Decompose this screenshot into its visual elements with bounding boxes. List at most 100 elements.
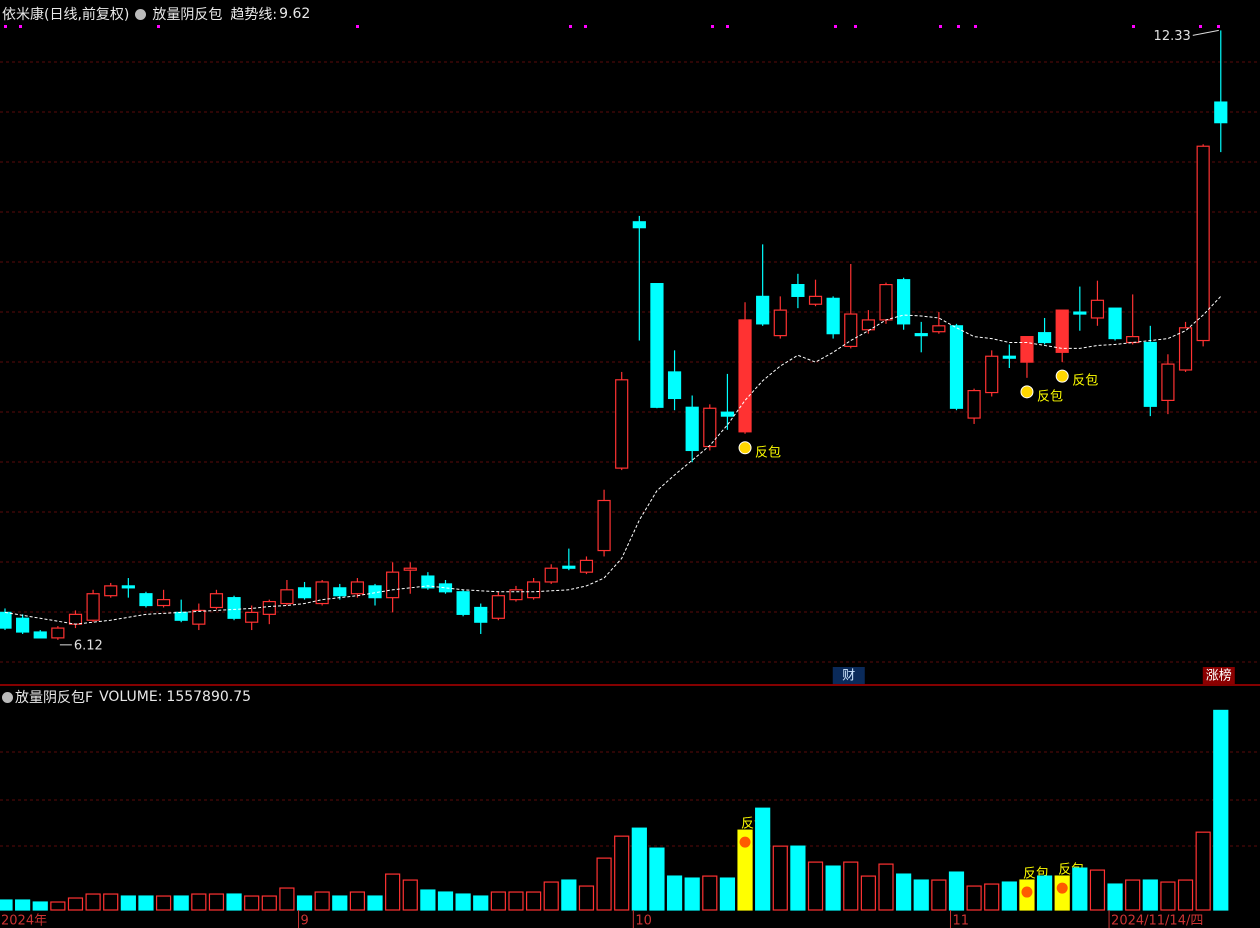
volume-bar	[825, 865, 841, 911]
signal-dot	[569, 25, 572, 28]
volume-bar	[1001, 881, 1017, 911]
candle-body	[1214, 101, 1228, 124]
candle-body	[68, 613, 83, 625]
candle-body	[209, 593, 224, 609]
candle-body	[879, 283, 893, 321]
signal-dot	[726, 25, 729, 28]
candle-body	[579, 559, 594, 573]
volume-bar	[896, 873, 912, 911]
volume-bar	[279, 887, 295, 911]
candle-body	[773, 309, 787, 337]
candle-body	[1055, 309, 1069, 353]
volume-bar	[332, 895, 348, 911]
volume-header: 放量阴反包F VOLUME: 1557890.75	[2, 687, 251, 707]
candle-body	[297, 587, 312, 599]
volume-bar	[103, 893, 119, 911]
candle-body	[756, 295, 770, 325]
candle-body	[33, 631, 47, 639]
candle-body	[86, 593, 100, 621]
candle-body	[791, 283, 805, 297]
candle-body	[1020, 336, 1034, 363]
candle-body	[245, 611, 259, 623]
candle-body	[438, 583, 453, 593]
indicator-icon	[135, 8, 147, 20]
signal-dot	[1217, 25, 1220, 28]
max-label: 12.33	[1154, 29, 1191, 44]
candle-body	[826, 297, 840, 335]
signal-dot	[974, 25, 977, 28]
x-tick-label: 10	[635, 914, 652, 928]
indicator-icon	[2, 691, 13, 703]
trend-label: 趋势线:	[230, 7, 278, 23]
volume-bar	[984, 883, 1000, 911]
volume-bar	[155, 895, 172, 911]
volume-bar	[0, 899, 13, 911]
candle-body	[1196, 145, 1210, 342]
volume-bar	[878, 863, 894, 911]
x-tick-label: 11	[952, 914, 969, 928]
candle-body	[262, 600, 276, 615]
volume-bar	[15, 899, 31, 911]
volume-bar	[32, 901, 48, 911]
signal-label: 反包	[1037, 389, 1063, 404]
volume-bar	[490, 891, 506, 911]
candle-body	[897, 279, 911, 325]
candle-body	[16, 617, 30, 633]
signal-dot	[19, 25, 22, 28]
decor	[0, 25, 1260, 686]
candle-body	[421, 575, 435, 589]
volume-bar	[1142, 879, 1158, 911]
candle-body	[1002, 355, 1016, 359]
candle-body	[526, 581, 541, 599]
signal-label: 反包	[1072, 374, 1098, 389]
candle-body	[720, 411, 735, 417]
candle-body	[615, 379, 629, 469]
candle-body	[156, 599, 171, 607]
volume-value: 1557890.75	[166, 689, 252, 705]
volume-bar	[314, 891, 330, 911]
volume-bar	[1125, 879, 1141, 911]
signal-dot	[4, 25, 7, 28]
candle-body	[509, 589, 523, 601]
volume-bar	[67, 897, 84, 911]
volume-bar	[1160, 881, 1176, 911]
candle-body	[1161, 363, 1175, 402]
signal-label: 反包	[755, 445, 781, 460]
volume-bar	[437, 891, 454, 911]
signal-icon	[1020, 885, 1034, 899]
x-tick-label: 2024年	[1, 914, 47, 928]
candle-body	[386, 571, 400, 599]
volume-bar	[420, 889, 436, 911]
volume-bar	[508, 891, 524, 911]
candle-body	[121, 585, 135, 589]
volume-title: 放量阴反包F	[15, 690, 94, 706]
volume-label: VOLUME:	[99, 689, 163, 705]
candle-body	[1178, 327, 1193, 371]
candle-body	[350, 581, 364, 595]
candle-body	[932, 325, 946, 333]
volume-bar	[913, 879, 929, 911]
min-label: 6.12	[74, 638, 103, 653]
chart-title: 依米康(日线,前复权)	[2, 7, 130, 23]
candle-body	[685, 406, 699, 452]
volume-bar	[525, 891, 542, 911]
volume-bar	[702, 875, 718, 911]
volume-bar	[843, 861, 859, 911]
volume-bar	[1036, 875, 1053, 911]
volume-bar	[208, 893, 225, 911]
candle-body	[808, 295, 823, 305]
signal-icon	[1055, 881, 1069, 895]
signal-icon	[738, 835, 752, 849]
volume-bar	[1177, 879, 1194, 911]
candle-body	[333, 587, 347, 597]
volume-bar	[173, 895, 189, 911]
volume-bar	[385, 873, 401, 911]
volume-bar	[296, 895, 313, 911]
volume-bar	[1107, 883, 1123, 911]
signal-dot	[939, 25, 942, 28]
volume-bar	[966, 885, 982, 911]
volume-bar	[719, 877, 736, 911]
candle-body	[703, 407, 717, 448]
volume-bar	[85, 893, 101, 911]
